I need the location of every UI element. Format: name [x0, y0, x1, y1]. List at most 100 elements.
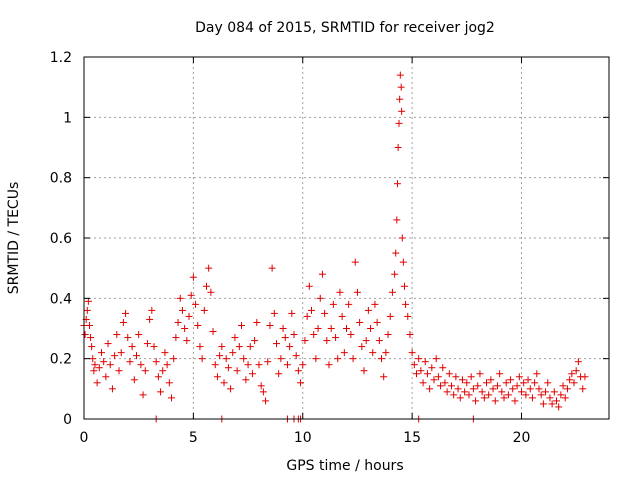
data-point-marker [496, 370, 504, 378]
y-tick-label: 0 [63, 412, 72, 428]
data-point-marker [318, 270, 326, 278]
data-point-marker [294, 367, 302, 375]
data-point-marker [196, 343, 204, 351]
data-point-marker [93, 379, 101, 387]
data-point-marker [566, 376, 574, 384]
data-point-marker [91, 361, 99, 369]
data-point-marker [417, 367, 425, 375]
data-point-marker [548, 400, 556, 408]
grid-lines [84, 57, 609, 419]
data-point-marker [220, 379, 228, 387]
data-point-marker [246, 343, 254, 351]
data-point-marker [380, 373, 388, 381]
data-point-marker [200, 306, 208, 314]
data-point-marker [511, 397, 519, 405]
data-point-marker [292, 352, 300, 360]
data-point-marker [216, 352, 224, 360]
data-point-marker [181, 325, 189, 332]
x-tick-label: 5 [189, 430, 198, 446]
data-point-marker [189, 273, 197, 281]
data-point-marker [493, 382, 501, 390]
data-point-marker [209, 328, 217, 336]
x-tick-label: 20 [513, 430, 531, 446]
data-point-marker [504, 391, 512, 399]
data-point-marker [159, 367, 167, 375]
data-point-marker [524, 376, 532, 384]
data-point-marker [570, 379, 578, 387]
data-point-marker [502, 379, 510, 387]
data-markers [80, 71, 589, 423]
data-point-marker [347, 331, 355, 339]
data-point-marker [233, 367, 241, 375]
data-point-marker [399, 258, 407, 266]
data-point-marker [141, 367, 149, 375]
data-point-marker [235, 343, 243, 351]
data-point-marker [83, 306, 91, 314]
data-point-marker [349, 355, 357, 363]
data-point-marker [426, 385, 434, 393]
data-point-marker [358, 343, 366, 351]
data-point-marker [535, 385, 543, 393]
data-point-marker [314, 325, 322, 332]
data-point-marker [185, 312, 193, 320]
y-axis-label: SRMTID / TECUs [6, 182, 22, 295]
data-point-marker [419, 379, 427, 387]
data-point-marker [205, 264, 213, 272]
data-point-marker [286, 343, 294, 351]
data-point-marker [316, 294, 324, 302]
data-point-marker [323, 337, 331, 345]
y-tick-label: 0.2 [50, 352, 72, 368]
data-point-marker [242, 376, 250, 384]
data-point-marker [443, 388, 451, 396]
data-point-marker [126, 358, 134, 366]
data-point-marker [395, 119, 403, 127]
data-point-marker [430, 376, 438, 384]
data-point-marker [528, 394, 536, 402]
data-point-marker [334, 355, 342, 363]
data-point-marker [579, 385, 587, 393]
data-point-marker [321, 309, 329, 317]
data-point-marker [100, 358, 108, 366]
data-point-marker [518, 388, 525, 396]
data-point-marker [305, 282, 313, 290]
data-point-marker [437, 382, 445, 390]
data-point-marker [568, 370, 576, 378]
data-point-marker [360, 367, 368, 375]
data-point-marker [546, 394, 554, 402]
data-point-marker [555, 403, 563, 411]
data-point-marker [108, 385, 116, 393]
data-point-marker [398, 234, 406, 242]
data-point-marker [95, 364, 103, 372]
data-point-marker [445, 370, 453, 378]
data-point-marker [139, 391, 147, 399]
data-point-marker [257, 382, 265, 390]
data-point-marker [498, 388, 506, 396]
data-point-marker [238, 321, 245, 329]
data-point-marker [472, 397, 480, 405]
data-point-marker [509, 385, 517, 393]
data-point-marker [553, 397, 560, 405]
data-point-marker [146, 315, 154, 323]
data-point-marker [574, 358, 582, 366]
data-point-marker [255, 361, 263, 369]
data-point-marker [130, 376, 138, 384]
data-point-marker [148, 306, 156, 314]
data-point-marker [413, 370, 420, 378]
data-point-marker [124, 334, 132, 342]
data-point-marker [297, 379, 305, 387]
data-point-marker [450, 391, 458, 399]
data-point-marker [550, 388, 558, 396]
data-point-marker [224, 364, 232, 372]
data-point-marker [150, 343, 158, 351]
data-point-marker [483, 379, 490, 387]
data-point-marker [542, 388, 550, 396]
data-point-marker [465, 391, 473, 399]
data-point-marker [163, 361, 171, 369]
data-point-marker [439, 364, 447, 372]
data-point-marker [290, 331, 298, 339]
data-point-marker [404, 312, 412, 320]
data-point-marker [539, 400, 547, 408]
data-point-marker [487, 376, 495, 384]
data-point-marker [507, 376, 515, 384]
data-point-marker [157, 388, 165, 396]
